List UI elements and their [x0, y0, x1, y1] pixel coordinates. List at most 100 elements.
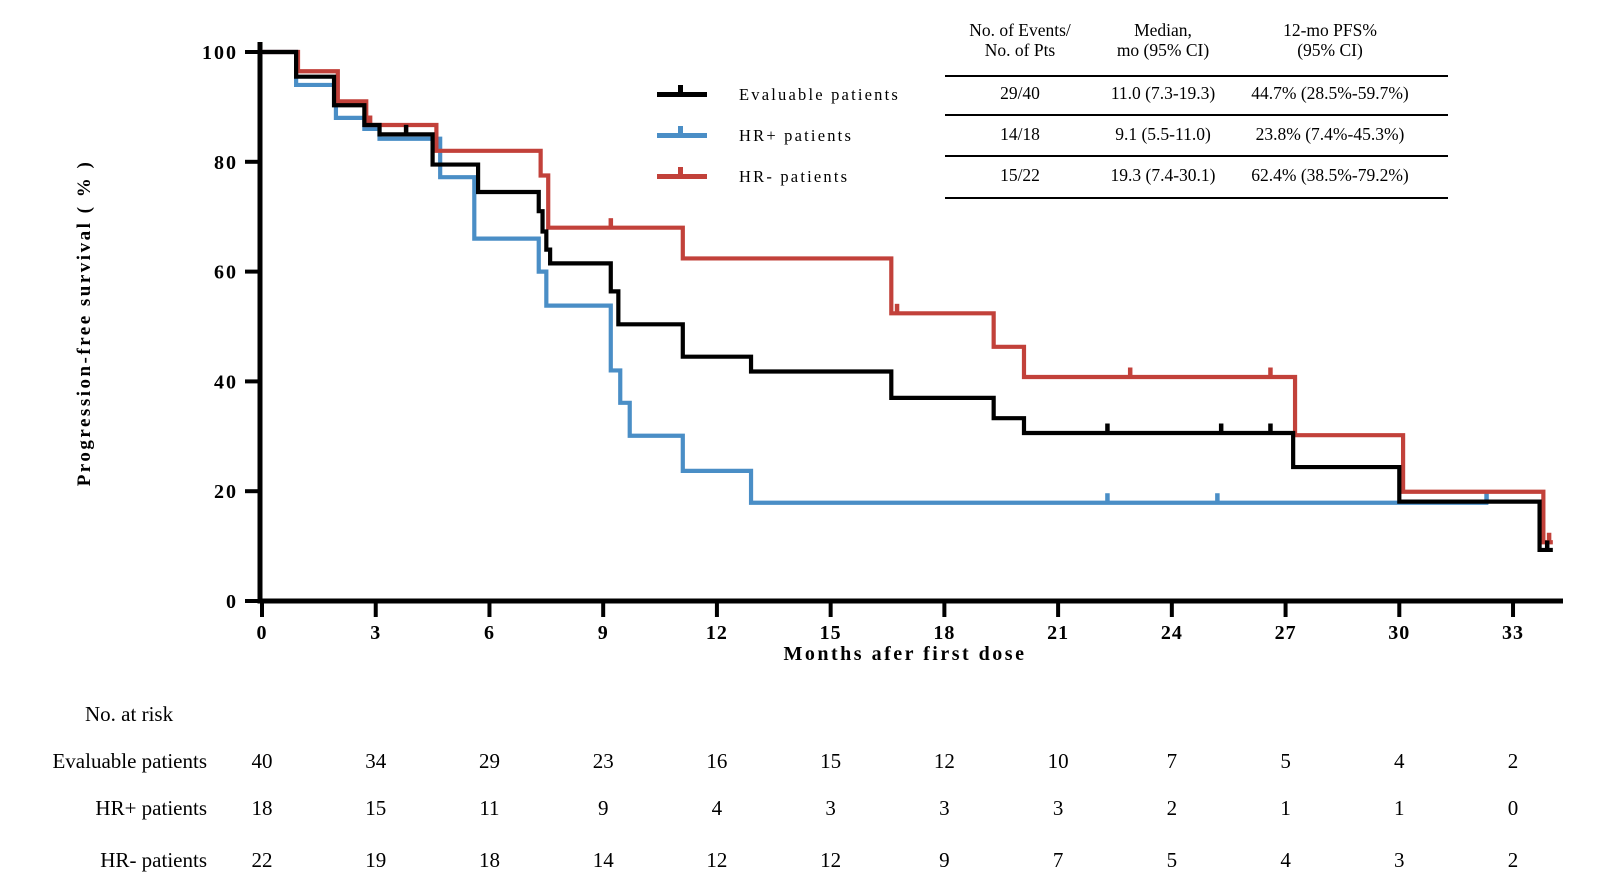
at-risk-count: 5: [1166, 848, 1178, 872]
x-tick-label: 3: [370, 622, 381, 644]
at-risk-count: 12: [820, 848, 842, 872]
y-tick-label: 100: [202, 42, 238, 64]
at-risk-count: 5: [1280, 749, 1291, 773]
y-tick-label: 40: [214, 371, 238, 393]
legend: Evaluable patients HR+ patients HR- patien…: [657, 74, 900, 197]
at-risk-count: 4: [1280, 848, 1291, 872]
at-risk-count: 15: [365, 796, 387, 820]
x-tick-label: 30: [1388, 622, 1410, 644]
censor-tick-hr-patients: [1105, 493, 1110, 504]
summary-table-rule: [945, 197, 1448, 199]
censor-tick-hr-patients: [1484, 493, 1489, 504]
at-risk-count: 40: [251, 749, 273, 773]
x-tick-label: 9: [598, 622, 609, 644]
legend-line-swatch: [657, 167, 707, 179]
summary-cell: 29/40: [1000, 83, 1040, 103]
summary-col-header: 12-mo PFS% (95% CI): [1210, 20, 1450, 60]
censor-tick-hr-patients: [1215, 493, 1220, 504]
summary-table: No. of Events/No. of Pts Median, mo (95% C…: [945, 18, 1450, 208]
at-risk-count: 4: [1394, 749, 1405, 773]
summary-col-header: Median, mo (95% CI): [1073, 20, 1253, 60]
at-risk-count: 11: [479, 796, 500, 820]
legend-censor-tick-icon: [678, 126, 683, 134]
legend-line-swatch: [657, 85, 707, 97]
censor-tick-evaluable-patients: [1218, 423, 1224, 435]
y-tick-label: 20: [214, 481, 238, 503]
censor-tick-hr-patients: [1268, 367, 1273, 379]
at-risk-count: 4: [711, 796, 723, 820]
x-tick-label: 33: [1502, 622, 1524, 644]
legend-censor-tick-icon: [678, 85, 683, 93]
x-tick-label: 18: [933, 622, 955, 644]
summary-col-header-line: Median,: [1134, 20, 1192, 40]
km-curve-hr-patients: [262, 49, 1553, 545]
at-risk-count: 7: [1052, 848, 1064, 872]
at-risk-count: 1: [1280, 796, 1291, 820]
summary-col-header-line: (95% CI): [1297, 40, 1363, 60]
at-risk-table: No. at risk Evaluable patients 40 34 29 23 16…: [0, 690, 1618, 888]
censor-tick-hr-patients: [1546, 532, 1552, 544]
summary-table-rule: [945, 155, 1448, 157]
summary-cell: 62.4% (38.5%-79.2%): [1251, 165, 1409, 185]
at-risk-count: 22: [251, 848, 273, 872]
summary-cell: 23.8% (7.4%-45.3%): [1255, 123, 1405, 144]
at-risk-row-label: HR- patients: [100, 848, 207, 872]
at-risk-count: 14: [592, 848, 614, 872]
legend-censor-tick-icon: [678, 167, 683, 175]
summary-cell: 19.3 (7.4-30.1): [1110, 165, 1216, 185]
legend-label: HR+ patients: [739, 125, 854, 145]
x-tick-label: 15: [820, 622, 842, 644]
summary-table-rule: [945, 75, 1448, 77]
x-axis-title: Months afer first dose: [783, 643, 1027, 665]
legend-label: Evaluable patients: [739, 84, 901, 104]
at-risk-count: 7: [1166, 749, 1178, 773]
censor-tick-hr-patients: [608, 218, 614, 229]
at-risk-count: 3: [1052, 796, 1064, 820]
y-tick-label: 60: [214, 262, 238, 284]
summary-cell: 44.7% (28.5%-59.7%): [1251, 83, 1409, 103]
at-risk-count: 0: [1507, 796, 1519, 820]
x-tick-label: 0: [257, 622, 268, 644]
at-risk-count: 16: [706, 749, 728, 773]
censor-tick-evaluable-patients: [1105, 423, 1110, 435]
legend-item: HR+ patients: [657, 115, 900, 156]
at-risk-count: 29: [478, 749, 500, 773]
at-risk-count: 1: [1394, 796, 1405, 820]
km-plot: 0 20 40 60 80 100 0 3 6 9 12 15 18 21 24 27 30 33: [202, 42, 1563, 644]
at-risk-count: 2: [1507, 749, 1519, 773]
y-tick-label: 80: [214, 152, 238, 174]
summary-cell: 9.1 (5.5-11.0): [1115, 123, 1211, 144]
at-risk-title: No. at risk: [85, 702, 174, 726]
x-tick-label: 27: [1275, 622, 1297, 644]
at-risk-count: 2: [1507, 848, 1519, 872]
x-tick-label: 12: [706, 622, 728, 644]
summary-col-header-line: No. of Events/: [969, 20, 1071, 40]
at-risk-count: 2: [1166, 796, 1178, 820]
censor-tick-hr-patients: [1127, 367, 1133, 379]
at-risk-count: 18: [478, 848, 500, 872]
at-risk-count: 12: [706, 848, 728, 872]
legend-label: HR- patients: [739, 166, 850, 186]
at-risk-row-label: HR+ patients: [95, 796, 207, 820]
summary-col-header-line: No. of Pts: [984, 40, 1056, 60]
at-risk-count: 10: [1047, 749, 1069, 773]
summary-cell: 14/18: [1000, 123, 1040, 144]
at-risk-row-label: Evaluable patients: [52, 749, 207, 773]
summary-col-header-line: 12-mo PFS%: [1283, 20, 1377, 40]
at-risk-count: 23: [592, 749, 614, 773]
summary-cell: 15/22: [1000, 165, 1040, 185]
at-risk-count: 3: [825, 796, 836, 820]
y-tick-label: 0: [226, 591, 238, 613]
x-tick-label: 24: [1161, 622, 1183, 644]
summary-col-header: No. of Events/No. of Pts: [940, 20, 1100, 60]
x-tick-label: 6: [484, 622, 495, 644]
at-risk-count: 15: [820, 749, 842, 773]
legend-line-swatch: [657, 126, 707, 138]
at-risk-count: 34: [365, 749, 387, 773]
legend-item: Evaluable patients: [657, 74, 900, 115]
at-risk-count: 3: [1394, 848, 1405, 872]
censor-tick-evaluable-patients: [1544, 540, 1550, 551]
km-curve-hr-patients: [262, 49, 1489, 505]
at-risk-count: 9: [597, 796, 609, 820]
y-axis-title: Progression-free survival ( % ): [74, 159, 95, 487]
